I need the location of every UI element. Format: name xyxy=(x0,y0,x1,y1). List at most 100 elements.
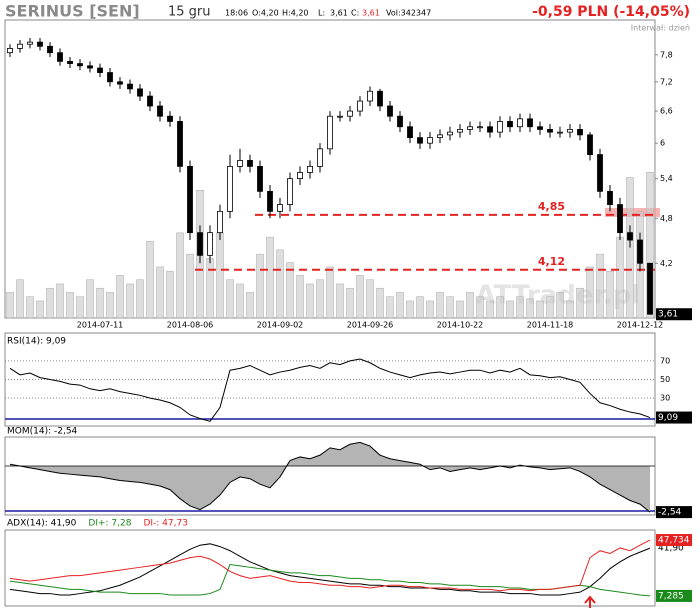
candle-body xyxy=(397,115,403,128)
candle-body xyxy=(387,105,393,117)
volume-bar xyxy=(486,300,494,319)
low-label: L: xyxy=(318,9,325,18)
indicator-line xyxy=(9,441,651,513)
candle-body xyxy=(637,239,643,264)
candle-body xyxy=(597,154,603,192)
change: -0,59 PLN (-14,05%) xyxy=(532,4,690,20)
volume-bar xyxy=(606,270,614,319)
candle-body xyxy=(417,137,423,144)
volume-bar xyxy=(526,298,534,319)
candle-body xyxy=(317,148,323,167)
candle-body xyxy=(127,83,133,90)
time: 18:06 xyxy=(225,9,248,18)
volume-bar xyxy=(546,296,554,319)
legend-entry: ADX(14): 41,90 xyxy=(7,519,77,529)
legend-entry: DI+: 7,28 xyxy=(88,519,131,529)
volume-bar xyxy=(166,270,174,319)
volume-bar xyxy=(146,241,154,319)
candle-body xyxy=(407,126,413,139)
volume-bar xyxy=(616,236,624,319)
volume-bar xyxy=(296,275,304,319)
candle-body xyxy=(277,204,283,212)
candle-body xyxy=(217,210,223,234)
candle-body xyxy=(607,190,613,205)
area-fill xyxy=(10,442,650,513)
candle-body xyxy=(47,45,53,54)
candle-body xyxy=(297,172,303,180)
volume: Vol:342347 xyxy=(386,9,431,18)
open: O:4,20 xyxy=(252,9,279,18)
volume-bar xyxy=(516,296,524,319)
volume-bar xyxy=(116,275,124,319)
candle-body xyxy=(7,48,13,54)
volume-bar xyxy=(386,296,394,319)
candle-body xyxy=(577,129,583,136)
indicator-line xyxy=(9,539,651,592)
candle-body xyxy=(227,166,233,212)
x-tick-label: 2014-09-02 xyxy=(257,321,304,330)
candle-body xyxy=(487,126,493,133)
volume-bar xyxy=(6,292,14,319)
candle-body xyxy=(157,105,163,117)
candle-body xyxy=(557,131,563,134)
candle-body xyxy=(587,134,593,155)
indicator-line xyxy=(9,543,651,596)
candle-body xyxy=(647,262,653,315)
candle-body xyxy=(57,52,63,62)
volume-bar xyxy=(356,275,364,319)
last-value-label: 47,734 xyxy=(658,536,690,546)
candle-body xyxy=(117,81,123,85)
date: 15 gru xyxy=(168,5,211,20)
candle-body xyxy=(97,67,103,73)
low: 3,61 xyxy=(330,9,348,18)
candle-body xyxy=(197,232,203,256)
volume-bar xyxy=(96,287,104,319)
candle-body xyxy=(347,110,353,117)
level-label: 4,12 xyxy=(538,255,565,268)
y-tick-label: 6 xyxy=(660,139,665,148)
volume-bar xyxy=(266,236,274,319)
volume-bar xyxy=(396,292,404,319)
volume-bar xyxy=(76,296,84,319)
volume-bar xyxy=(426,300,434,319)
adx-frame xyxy=(4,529,656,607)
volume-bar xyxy=(446,296,454,319)
volume-bar xyxy=(186,253,194,319)
volume-bar xyxy=(26,296,34,319)
y-tick-label: 30 xyxy=(660,394,670,403)
last-value-label: 41,90 xyxy=(658,544,684,554)
candle-body xyxy=(437,134,443,139)
candle-body xyxy=(507,121,513,128)
volume-bar xyxy=(66,292,74,319)
candle-body xyxy=(247,160,253,167)
candle-body xyxy=(137,88,143,97)
volume-bar xyxy=(456,300,464,319)
candle-body xyxy=(147,95,153,107)
signal-arrow xyxy=(584,595,596,608)
candle-body xyxy=(517,118,523,128)
volume-bar xyxy=(366,279,374,319)
candle-body xyxy=(627,232,633,241)
high: H:4,20 xyxy=(282,9,309,18)
volume-bar xyxy=(626,177,634,319)
volume-bar xyxy=(406,300,414,319)
y-tick-label: 7,8 xyxy=(660,50,673,59)
candle-body xyxy=(337,115,343,118)
volume-bar xyxy=(336,283,344,319)
y-tick-label: 5,4 xyxy=(660,174,673,183)
candle-body xyxy=(177,121,183,167)
ticker-title: SERINUS [SEN] xyxy=(5,2,140,21)
last-value-label: 9,09 xyxy=(658,413,678,423)
x-tick-label: 2014-12-12 xyxy=(617,321,664,330)
candle-body xyxy=(467,126,473,130)
candle-body xyxy=(447,131,453,136)
candle-body xyxy=(37,41,43,47)
candle-body xyxy=(367,90,373,102)
y-tick-label: 6,6 xyxy=(660,107,673,116)
volume-bar xyxy=(646,172,654,319)
volume-bar xyxy=(346,287,354,319)
volume-bar xyxy=(126,283,134,319)
candle-body xyxy=(257,166,263,192)
legend-entry: DI-: 47,73 xyxy=(143,519,188,529)
volume-bar xyxy=(46,287,54,319)
